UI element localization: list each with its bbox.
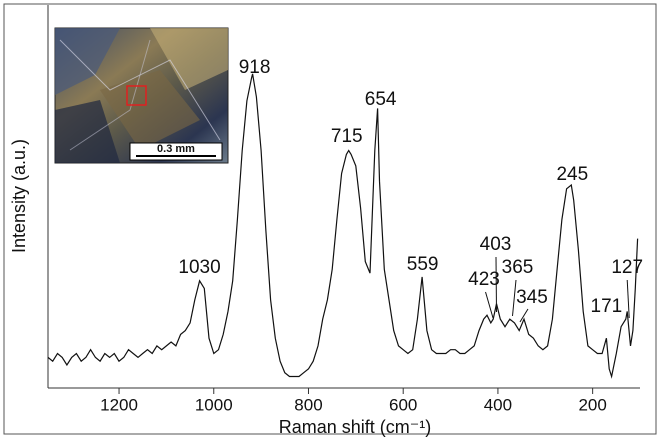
peak-label: 403: [480, 234, 512, 255]
peak-label: 345: [516, 287, 548, 308]
x-tick-label: 400: [484, 395, 512, 414]
x-tick-label: 600: [389, 395, 417, 414]
peak-leader: [495, 256, 497, 313]
peak-label: 1030: [178, 257, 220, 278]
peak-label: 423: [468, 269, 500, 290]
peak-label: 559: [407, 254, 439, 275]
x-tick-label: 200: [578, 395, 606, 414]
y-axis-title: Intensity (a.u.): [9, 139, 29, 253]
x-tick-label: 1000: [195, 395, 233, 414]
peak-leader: [511, 279, 517, 317]
x-axis-title: Raman shift (cm⁻¹): [279, 417, 432, 437]
peak-leader: [485, 291, 494, 319]
peak-label: 715: [331, 126, 363, 147]
peak-label: 918: [239, 57, 271, 78]
peak-label: 365: [502, 257, 534, 278]
peak-label: 245: [556, 164, 588, 185]
scale-bar-label: 0.3 mm: [157, 143, 195, 155]
peak-label: 654: [365, 89, 397, 110]
peak-leader: [519, 308, 529, 323]
x-tick-label: 800: [294, 395, 322, 414]
peak-label: 127: [611, 257, 643, 278]
x-tick-label: 1200: [100, 395, 138, 414]
peak-leader: [626, 279, 630, 319]
peak-label: 171: [591, 296, 623, 317]
outer-frame: [3, 3, 657, 435]
inset-photo: 0.3 mm: [54, 27, 229, 164]
spectrum-line: [47, 73, 639, 379]
